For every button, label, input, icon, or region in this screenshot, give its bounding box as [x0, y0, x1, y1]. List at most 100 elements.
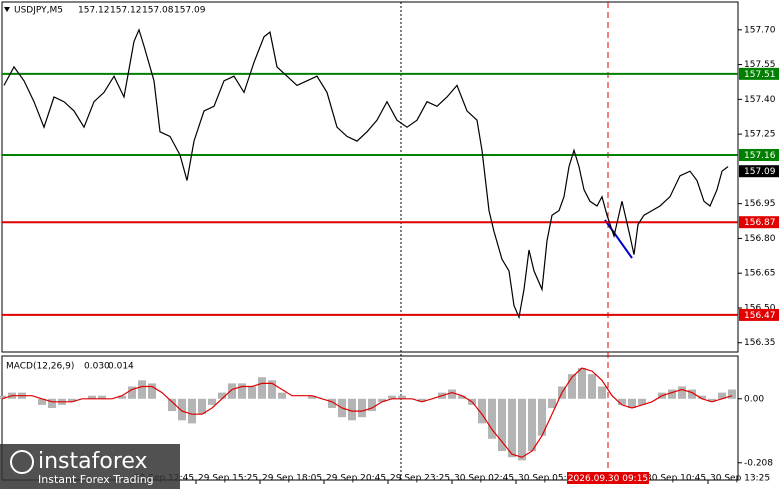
y-tick-label: 157.25: [744, 130, 776, 140]
y-tick-label: -0.208: [744, 458, 773, 468]
x-tick-label: 30 Sep 02:45: [454, 474, 514, 484]
macd-bar: [398, 395, 406, 399]
macd-value: 0.030: [84, 362, 110, 372]
macd-signal-value: 0.014: [108, 362, 134, 372]
y-tick-label: 0.00: [744, 394, 764, 404]
logo-tagline: Instant Forex Trading: [38, 473, 154, 486]
macd-bar: [328, 398, 336, 408]
macd-bar: [678, 386, 686, 399]
macd-bar: [478, 398, 486, 424]
macd-bar: [348, 398, 356, 421]
y-tick-label: 157.70: [744, 25, 776, 35]
macd-bar: [418, 398, 426, 402]
macd-bar: [268, 380, 276, 399]
macd-bar: [628, 398, 636, 408]
macd-bar: [148, 383, 156, 399]
logo-box: [0, 444, 180, 489]
macd-bar: [458, 395, 466, 399]
macd-bar: [248, 386, 256, 399]
x-tick-label: 30 Sep 10:45: [646, 474, 706, 484]
macd-bar: [718, 392, 726, 399]
macd-bar: [98, 395, 106, 399]
trend-line: [604, 219, 633, 259]
last-price-label: 157.09: [744, 167, 776, 177]
symbol: USDJPY,M5: [14, 6, 63, 16]
ohlc-low: 157.08: [142, 6, 174, 16]
macd-bar: [698, 395, 706, 399]
y-tick-label: 156.95: [744, 199, 776, 209]
symbol-arrow: [4, 7, 10, 12]
price-panel: [1, 1, 739, 353]
level-label-box: [739, 67, 779, 80]
level-label: 156.87: [744, 218, 776, 228]
macd-bar: [368, 398, 376, 412]
macd-bar: [358, 398, 366, 418]
macd-bar: [688, 389, 696, 399]
macd-bar: [138, 380, 146, 399]
macd-bar: [378, 398, 386, 402]
y-tick-label: 156.80: [744, 234, 776, 244]
macd-bar: [68, 398, 76, 402]
macd-bar: [618, 398, 626, 405]
macd-bar: [178, 398, 186, 421]
crosshair-label: 2026.09.30 09:15: [568, 474, 648, 484]
macd-bar: [538, 398, 546, 436]
x-tick-label: 30 Sep 05:25: [518, 474, 578, 484]
macd-bar: [0, 395, 6, 399]
macd-title: MACD(12,26,9): [6, 362, 74, 372]
macd-bar: [48, 398, 56, 408]
x-tick-label: 30 Sep 13:25: [710, 474, 770, 484]
macd-bar: [188, 398, 196, 424]
ohlc-close: 157.09: [174, 6, 206, 16]
macd-bar: [578, 368, 586, 399]
macd-bar: [38, 398, 46, 405]
macd-bar: [568, 374, 576, 399]
macd-bar: [388, 395, 396, 399]
macd-bar: [668, 389, 676, 399]
y-tick-label: 157.55: [744, 60, 776, 70]
macd-bar: [118, 395, 126, 399]
last-price-box: [739, 165, 779, 178]
level-label-box: [739, 308, 779, 321]
macd-bar: [498, 398, 506, 452]
price-line: [3, 28, 729, 320]
logo-name: instaforex: [38, 449, 148, 474]
level-label-box: [739, 148, 779, 161]
macd-bar: [258, 377, 266, 399]
x-tick-label: 29 Sep 23:25: [390, 474, 450, 484]
crosshair-label-box: [567, 472, 649, 484]
macd-bar: [278, 392, 286, 399]
level-label: 156.47: [744, 311, 776, 321]
logo-icon: [10, 450, 34, 474]
macd-bar: [448, 389, 456, 399]
macd-bar: [728, 389, 736, 399]
macd-bar: [518, 398, 526, 461]
macd-bar: [508, 398, 516, 458]
ohlc-high: 157.12: [110, 6, 142, 16]
macd-bar: [198, 398, 206, 415]
x-tick-label: 29 Sep 18:05: [262, 474, 322, 484]
ohlc-open: 157.12: [78, 6, 110, 16]
macd-bar: [548, 398, 556, 408]
level-label: 157.51: [744, 70, 776, 80]
macd-bar: [128, 386, 136, 399]
y-tick-label: 157.40: [744, 95, 776, 105]
macd-bar: [598, 386, 606, 399]
macd-bar: [238, 383, 246, 399]
macd-bar: [638, 398, 646, 405]
price-line: [1, 367, 733, 458]
x-tick-label: 29 Sep 20:45: [326, 474, 386, 484]
y-tick-label: 156.35: [744, 338, 776, 348]
macd-bar: [228, 383, 236, 399]
macd-panel: [1, 355, 739, 481]
macd-bar: [208, 398, 216, 405]
macd-bar: [708, 398, 716, 402]
y-tick-label: 156.65: [744, 269, 776, 279]
macd-bar: [528, 398, 536, 452]
level-label: 157.16: [744, 151, 776, 161]
level-label-box: [739, 216, 779, 229]
y-tick-label: 156.50: [744, 303, 776, 313]
x-tick-label: 29 Sep 15:25: [198, 474, 258, 484]
